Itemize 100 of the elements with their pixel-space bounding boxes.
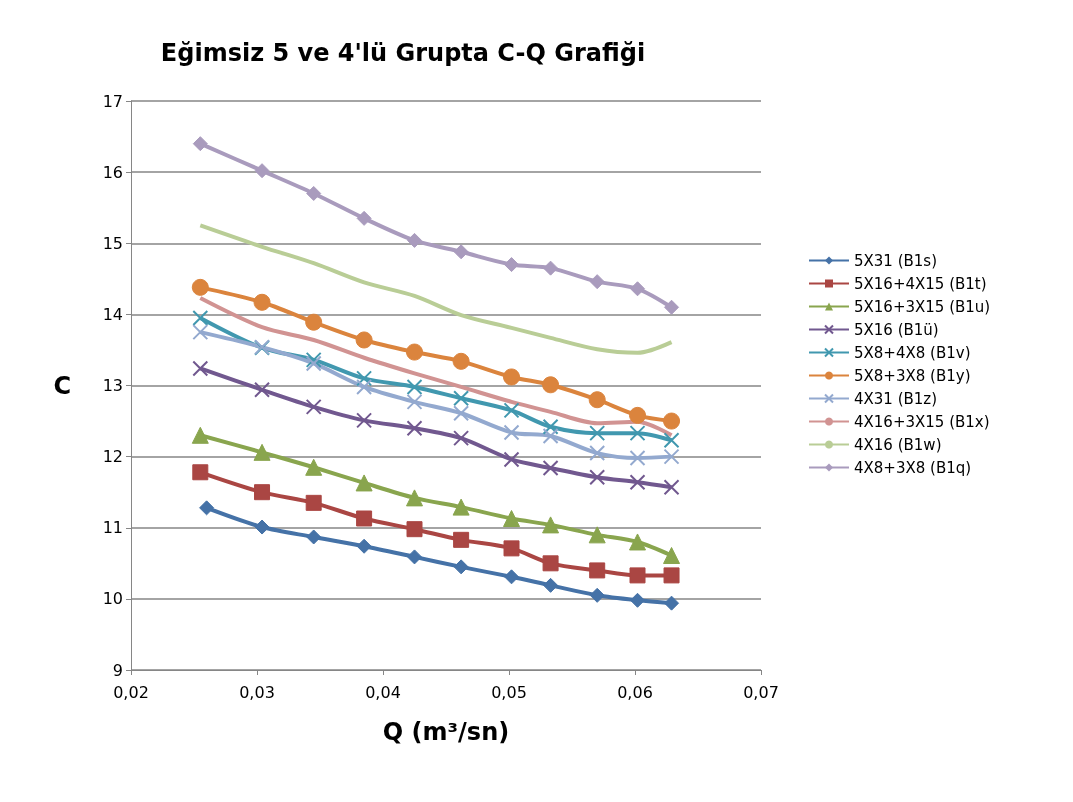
point <box>406 420 423 437</box>
point <box>453 430 470 447</box>
y-tick-label: 17 <box>102 91 123 111</box>
point <box>503 368 521 386</box>
point <box>356 210 372 226</box>
point <box>305 458 323 476</box>
point <box>503 451 520 468</box>
point <box>254 519 270 535</box>
y-tick-label: 11 <box>102 518 123 538</box>
point <box>452 498 470 516</box>
point <box>663 432 680 449</box>
point <box>589 562 606 579</box>
legend-label: 5X16 (B1ü) <box>854 320 939 339</box>
point <box>254 163 270 179</box>
y-tick-label: 9 <box>112 660 123 680</box>
line-series <box>198 296 674 438</box>
point <box>503 402 520 419</box>
x-tick-label: 0,05 <box>491 682 527 702</box>
x-tick-label: 0,04 <box>365 682 401 702</box>
point <box>356 538 372 554</box>
point <box>253 293 271 311</box>
point <box>542 555 559 572</box>
y-tick-label: 15 <box>102 233 123 253</box>
point <box>192 136 208 152</box>
point <box>406 343 423 361</box>
point <box>663 567 680 584</box>
point <box>663 479 680 496</box>
x-tick-label: 0,06 <box>617 682 653 702</box>
point <box>192 360 209 377</box>
point <box>629 474 646 491</box>
point <box>406 521 423 538</box>
point <box>305 313 323 331</box>
point <box>543 260 559 276</box>
point <box>305 398 322 415</box>
point <box>305 494 322 511</box>
y-tick-label: 13 <box>102 376 123 395</box>
y-tick-label: 10 <box>102 589 123 609</box>
point <box>407 232 422 248</box>
x-tick-label: 0,07 <box>743 682 779 702</box>
x-axis-title: Q (m³/sn) <box>382 718 510 746</box>
point <box>589 469 606 486</box>
point <box>191 278 209 296</box>
point <box>199 500 215 516</box>
point <box>356 378 373 395</box>
legend-label: 5X16+4X15 (B1t) <box>854 274 987 293</box>
point <box>663 412 681 430</box>
point <box>305 355 322 372</box>
point <box>542 428 559 444</box>
point <box>192 464 209 481</box>
point <box>192 324 209 341</box>
point <box>504 257 520 273</box>
point <box>407 549 422 565</box>
point <box>542 418 559 435</box>
point <box>629 533 647 551</box>
point <box>629 450 646 467</box>
point <box>663 546 681 564</box>
point <box>306 529 322 545</box>
point <box>452 352 470 370</box>
point <box>504 569 520 585</box>
point <box>453 244 469 260</box>
point <box>630 281 646 297</box>
point <box>589 445 606 462</box>
legend-label: 5X8+4X8 (B1v) <box>854 343 971 362</box>
point <box>503 540 520 557</box>
x-tick-label: 0,02 <box>113 682 149 702</box>
legend-label: 4X8+3X8 (B1q) <box>854 458 972 477</box>
point <box>453 531 470 548</box>
point <box>356 412 373 429</box>
point <box>589 274 605 290</box>
point <box>588 391 606 409</box>
point <box>503 424 520 441</box>
point <box>253 443 271 461</box>
point <box>192 309 209 326</box>
point <box>406 393 423 410</box>
y-axis-title: C <box>53 371 71 400</box>
legend-label: 4X16 (B1w) <box>854 435 942 454</box>
point <box>589 587 605 603</box>
legend-label: 5X31 (B1s) <box>854 251 938 270</box>
point <box>355 474 373 492</box>
point <box>406 378 423 395</box>
y-tick-label: 16 <box>102 162 123 182</box>
legend-label: 5X16+3X15 (B1u) <box>854 297 991 316</box>
point <box>542 376 560 394</box>
x-tick-label: 0,03 <box>239 682 275 702</box>
point <box>588 526 606 544</box>
point <box>453 559 469 575</box>
point <box>589 425 606 442</box>
point <box>543 577 559 593</box>
point <box>664 299 680 315</box>
point <box>406 489 423 507</box>
point <box>453 405 470 422</box>
legend-label: 4X31 (B1z) <box>854 389 938 408</box>
point <box>629 425 646 442</box>
point <box>663 448 680 465</box>
line-series <box>198 223 674 355</box>
point <box>629 567 646 584</box>
point <box>542 460 559 477</box>
point <box>306 185 322 201</box>
point <box>503 510 521 527</box>
point <box>191 426 209 444</box>
